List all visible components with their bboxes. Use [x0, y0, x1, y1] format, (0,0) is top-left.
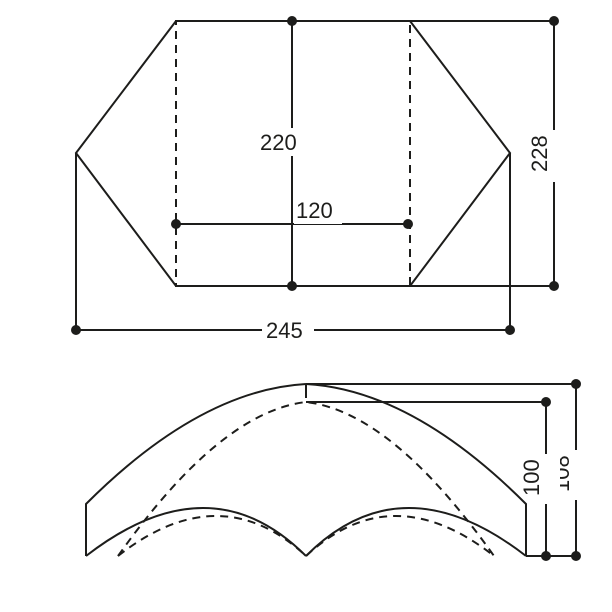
- label-100: 100: [519, 459, 544, 496]
- anchor-dot: [171, 219, 181, 229]
- front-arc-left: [86, 508, 306, 556]
- label-245: 245: [266, 318, 303, 343]
- front-arc-right: [306, 508, 526, 556]
- anchor-dot: [549, 281, 559, 291]
- dimension-drawing: 220 120 245 228 108 100: [0, 0, 612, 612]
- anchor-dot: [571, 379, 581, 389]
- label-120: 120: [296, 198, 333, 223]
- anchor-dot: [541, 551, 551, 561]
- label-228: 228: [527, 135, 552, 172]
- anchor-dot: [403, 219, 413, 229]
- front-arc-inner-left: [118, 516, 306, 556]
- anchor-dot: [571, 551, 581, 561]
- anchor-dot: [287, 16, 297, 26]
- anchor-dot: [505, 325, 515, 335]
- anchor-dot: [287, 281, 297, 291]
- label-220: 220: [260, 130, 297, 155]
- anchor-dot: [549, 16, 559, 26]
- front-arc-inner-right: [306, 516, 494, 556]
- anchor-dot: [71, 325, 81, 335]
- inner-tent: [118, 402, 494, 556]
- anchor-dot: [541, 397, 551, 407]
